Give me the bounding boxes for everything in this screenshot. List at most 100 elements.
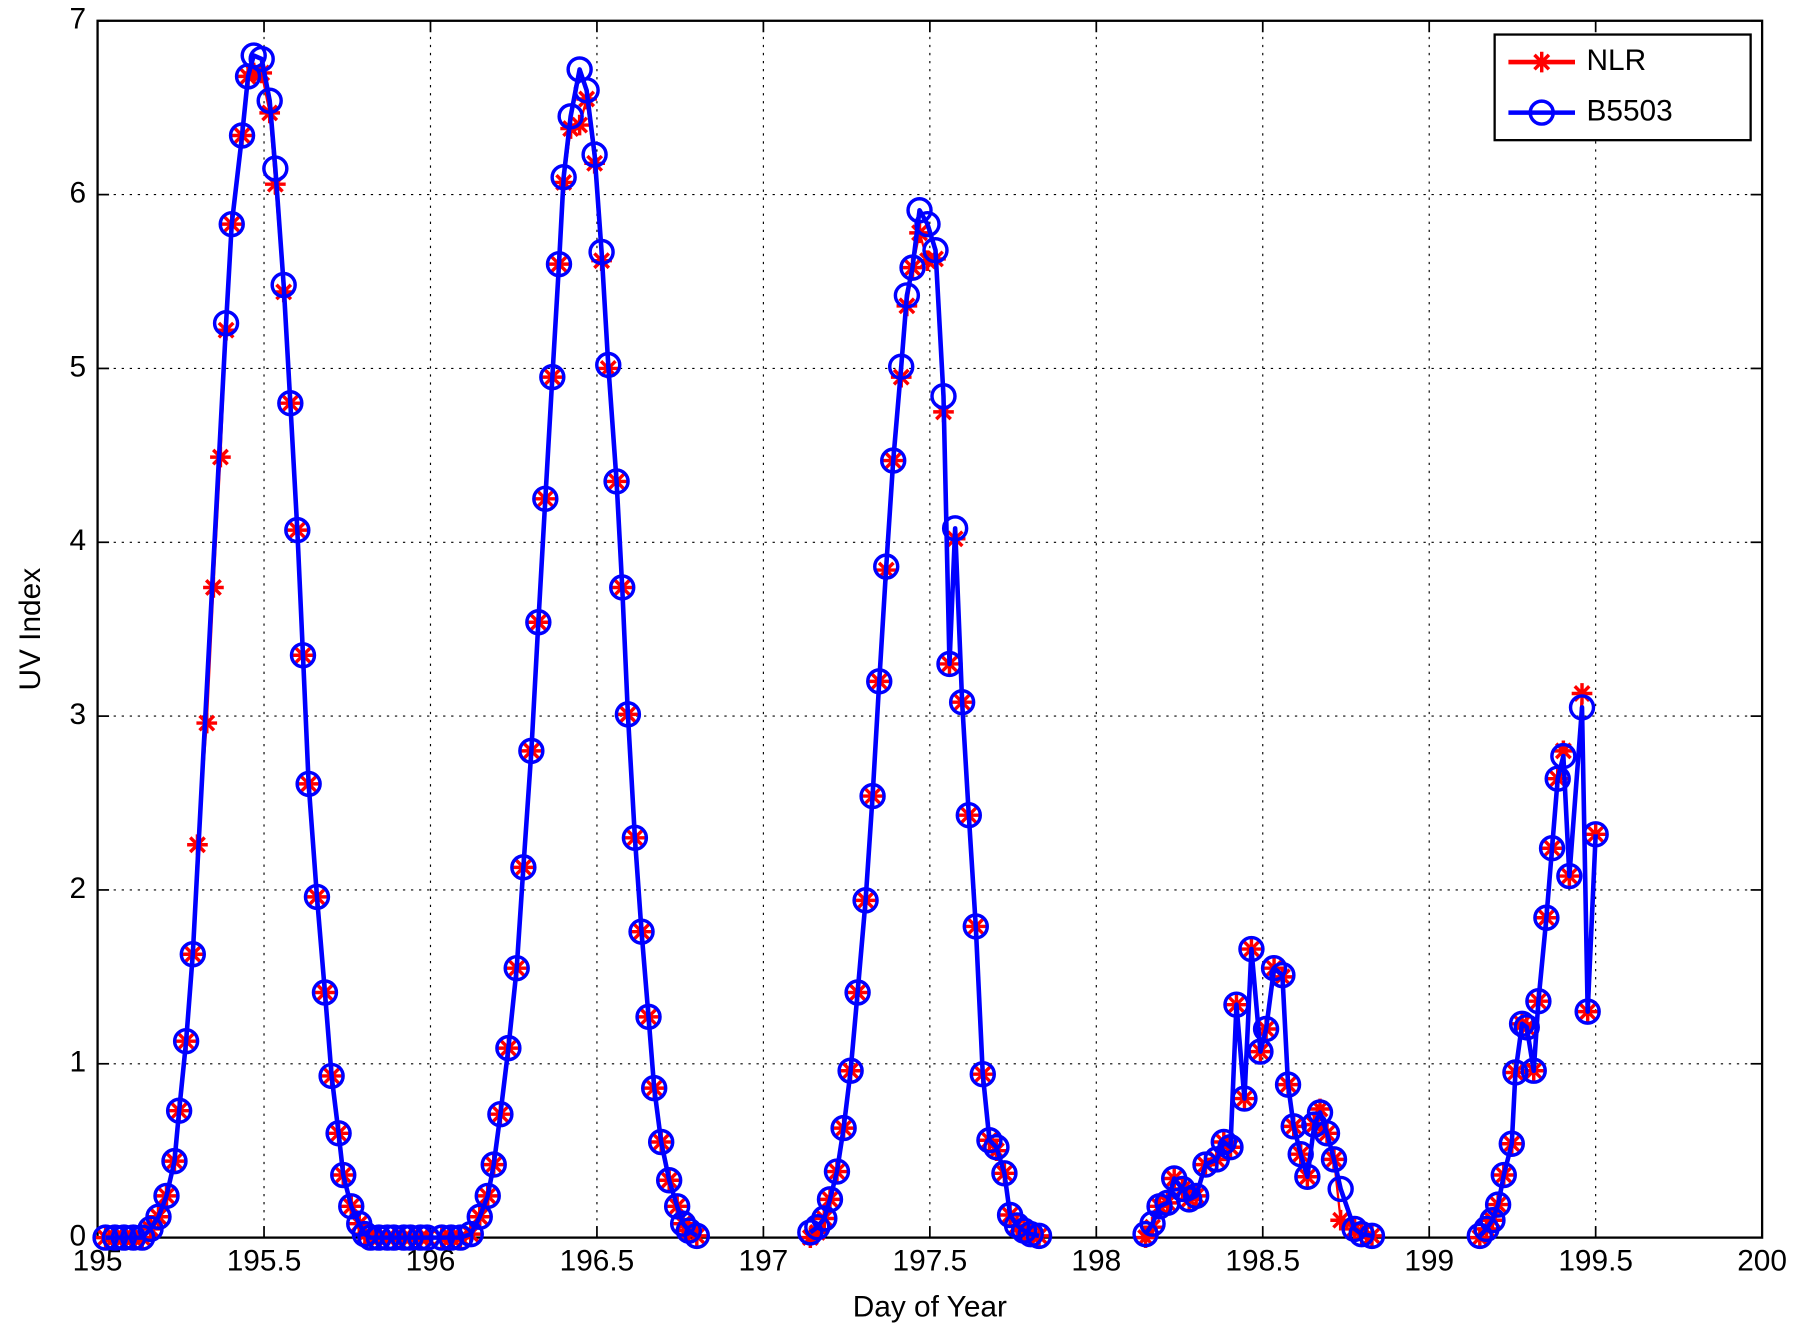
- data-point: [1003, 1212, 1031, 1239]
- data-point: [1538, 835, 1566, 862]
- data-point: [428, 1224, 456, 1251]
- legend-marker: [1531, 51, 1553, 73]
- data-point: [212, 310, 240, 337]
- data-point: [1294, 1163, 1321, 1190]
- data-point: [804, 1213, 831, 1241]
- data-point: [437, 1224, 465, 1251]
- data-point: [1490, 1161, 1517, 1189]
- data-point: [1330, 1209, 1351, 1231]
- data-point: [683, 1222, 711, 1250]
- data-point: [1238, 935, 1265, 963]
- data-point: [830, 1114, 857, 1142]
- data-point: [480, 1151, 507, 1178]
- x-tick-label: 195.5: [227, 1245, 302, 1278]
- data-point: [165, 1097, 193, 1124]
- data-point: [248, 45, 275, 73]
- data-point: [1502, 1059, 1529, 1086]
- data-point: [573, 77, 600, 104]
- data-point: [1508, 1010, 1536, 1037]
- data-point: [1348, 1220, 1375, 1248]
- data-point: [365, 1224, 393, 1251]
- y-axis-label: UV Index: [14, 568, 47, 691]
- data-point: [628, 918, 655, 945]
- data-point: [1252, 1015, 1280, 1043]
- data-point: [1260, 954, 1288, 982]
- data-point: [550, 164, 577, 191]
- data-point: [1217, 1134, 1244, 1161]
- data-point: [941, 515, 969, 542]
- data-point: [1028, 1225, 1050, 1247]
- data-point: [510, 854, 537, 881]
- data-point: [311, 979, 339, 1006]
- data-point: [976, 1127, 1003, 1154]
- data-point: [936, 650, 963, 678]
- data-point: [962, 913, 989, 940]
- data-point: [969, 1061, 996, 1088]
- data-point: [686, 1225, 708, 1247]
- data-point: [1513, 1014, 1540, 1041]
- data-point: [1520, 1057, 1547, 1084]
- data-point: [655, 1167, 683, 1194]
- data-point: [1210, 1128, 1238, 1156]
- data-point: [955, 801, 982, 829]
- data-point: [179, 941, 206, 968]
- data-point: [1466, 1222, 1494, 1250]
- data-point: [525, 609, 552, 636]
- data-point: [621, 824, 649, 851]
- data-point: [284, 516, 311, 544]
- data-point: [1320, 1146, 1348, 1173]
- data-point: [1313, 1120, 1341, 1147]
- data-point: [270, 271, 297, 299]
- x-tick-label: 196.5: [560, 1245, 635, 1278]
- data-point: [1139, 1210, 1166, 1237]
- data-point: [1533, 904, 1560, 931]
- data-point: [251, 62, 273, 84]
- data-point: [325, 1120, 352, 1147]
- x-tick-label: 197: [739, 1245, 789, 1278]
- data-point: [811, 1205, 838, 1232]
- legend-label: B5503: [1586, 94, 1672, 127]
- x-tick-label: 200: [1737, 1245, 1787, 1278]
- x-tick-label: 199: [1404, 1245, 1454, 1278]
- data-point: [609, 574, 636, 601]
- data-point: [663, 1193, 691, 1220]
- y-tick-label: 6: [70, 176, 87, 209]
- data-point: [1231, 1085, 1258, 1112]
- y-tick-label: 1: [70, 1046, 87, 1079]
- data-point: [880, 447, 907, 474]
- data-point: [1341, 1215, 1368, 1243]
- data-point: [1574, 998, 1601, 1025]
- data-point: [914, 210, 941, 238]
- x-axis-label: Day of Year: [853, 1291, 1007, 1324]
- data-point: [218, 210, 245, 238]
- data-point: [172, 1027, 200, 1055]
- data-point: [859, 782, 886, 810]
- data-point: [557, 103, 584, 130]
- data-point: [1553, 740, 1574, 762]
- data-point: [922, 237, 949, 264]
- data-point: [330, 1161, 357, 1189]
- data-point: [153, 1182, 180, 1210]
- data-point: [1525, 987, 1552, 1015]
- legend-marker: [1528, 99, 1555, 126]
- data-point: [397, 1224, 424, 1251]
- data-point: [635, 1003, 662, 1031]
- data-point: [844, 979, 871, 1006]
- data-point: [603, 468, 630, 495]
- data-point: [503, 954, 530, 982]
- data-point: [1274, 1071, 1302, 1098]
- data-point: [1269, 961, 1296, 989]
- data-point: [1556, 862, 1583, 890]
- data-point: [991, 1160, 1018, 1187]
- data-point: [545, 250, 573, 278]
- data-point: [532, 485, 559, 513]
- data-point: [1571, 683, 1593, 704]
- data-point: [318, 1062, 345, 1090]
- data-point: [295, 770, 322, 798]
- y-tick-label: 2: [70, 872, 87, 905]
- data-point: [487, 1100, 514, 1128]
- y-tick-label: 3: [70, 698, 87, 731]
- data-point: [873, 553, 900, 580]
- data-point: [640, 1074, 668, 1102]
